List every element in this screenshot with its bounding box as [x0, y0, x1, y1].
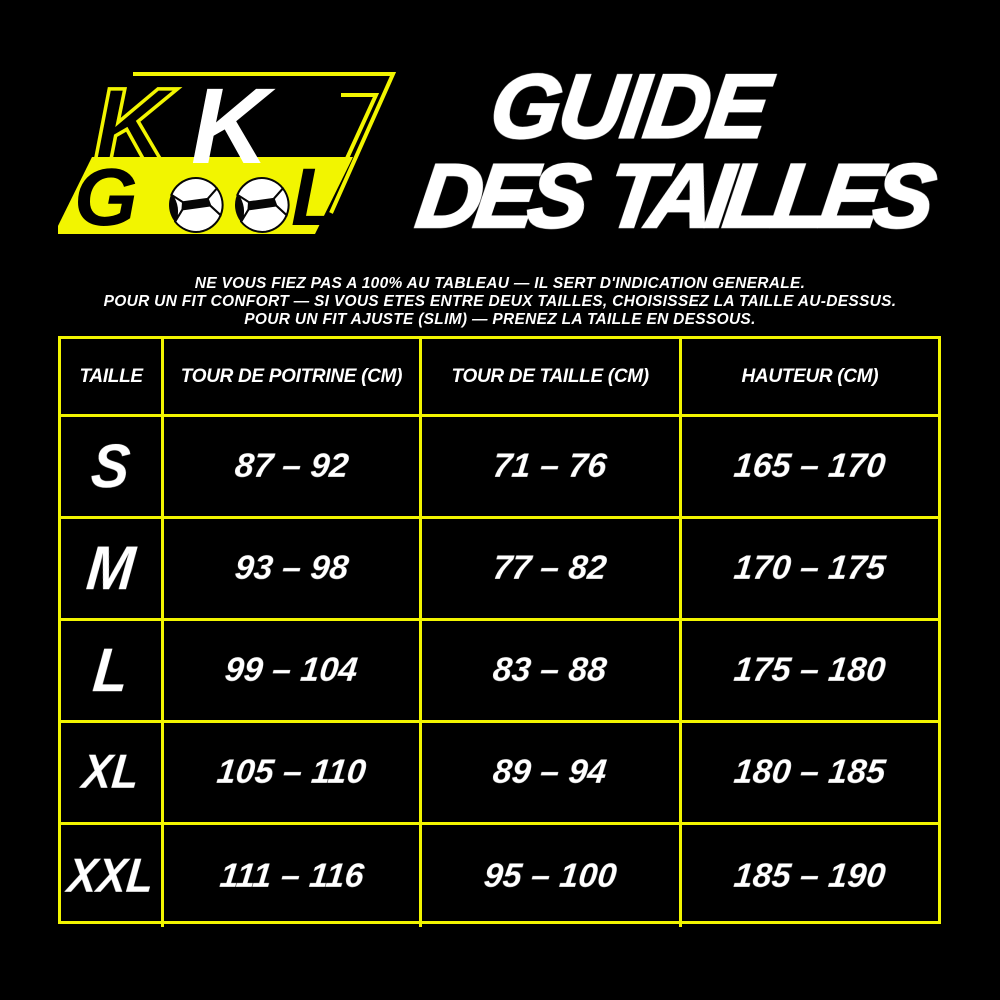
svg-text:G: G — [74, 152, 138, 243]
svg-text:K: K — [191, 65, 276, 186]
svg-text:L: L — [291, 152, 341, 243]
